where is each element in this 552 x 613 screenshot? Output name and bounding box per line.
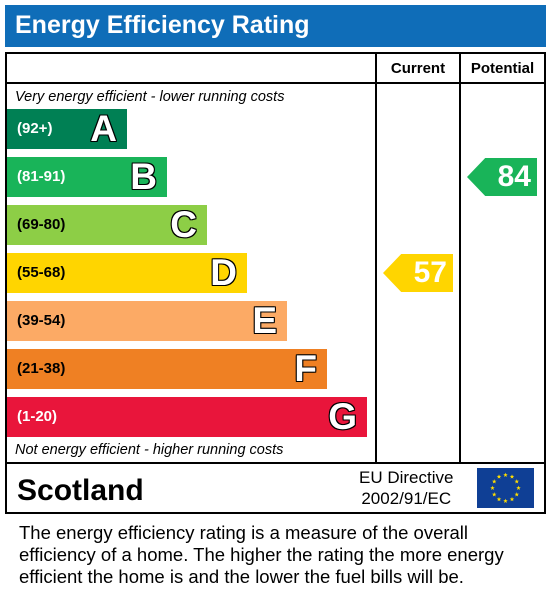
footer-divider xyxy=(7,462,544,464)
flag-star-icon xyxy=(491,492,497,497)
rating-table: Current Potential Very energy efficient … xyxy=(5,52,546,514)
band-letter: B xyxy=(130,156,157,197)
header-divider xyxy=(7,82,544,84)
flag-star-icon xyxy=(516,485,521,490)
flag-star-icon xyxy=(491,479,497,484)
flag-star-icon xyxy=(496,496,502,502)
directive-line-1: EU Directive xyxy=(359,468,454,487)
band-b: (81-91) B xyxy=(7,157,167,197)
bottom-caption: Not energy efficient - higher running co… xyxy=(15,442,284,458)
band-g: (1-20) G xyxy=(7,397,367,437)
potential-column-divider xyxy=(459,54,461,462)
band-range-label: (81-91) xyxy=(17,168,66,185)
flag-star-icon xyxy=(503,498,508,503)
band-e: (39-54) E xyxy=(7,301,287,341)
region-label: Scotland xyxy=(17,474,144,507)
flag-star-icon xyxy=(490,485,495,490)
band-letter: F xyxy=(294,348,317,389)
band-letter: C xyxy=(170,204,197,245)
eu-flag-icon xyxy=(477,468,534,508)
band-c: (69-80) C xyxy=(7,205,207,245)
band-f: (21-38) F xyxy=(7,349,327,389)
potential-column-header: Potential xyxy=(470,60,535,77)
directive-line-2: 2002/91/EC xyxy=(361,489,452,508)
band-letter: D xyxy=(210,252,237,293)
flag-star-icon xyxy=(514,492,520,497)
band-range-label: (21-38) xyxy=(17,360,66,377)
chart-title: Energy Efficiency Rating xyxy=(15,11,310,39)
band-range-label: (92+) xyxy=(17,120,53,137)
band-range-label: (69-80) xyxy=(17,216,66,233)
footer-line-2: efficiency of a home. The higher the rat… xyxy=(19,544,504,565)
flag-star-icon xyxy=(509,474,515,479)
band-letter: A xyxy=(90,108,117,149)
potential-rating-arrow: 84 xyxy=(467,158,537,196)
band-range-label: (55-68) xyxy=(17,264,66,281)
potential-rating-value: 84 xyxy=(497,160,531,193)
current-rating-arrow: 57 xyxy=(383,254,453,292)
flag-star-icon xyxy=(514,479,520,484)
flag-star-icon xyxy=(509,496,515,502)
top-caption: Very energy efficient - lower running co… xyxy=(15,89,285,105)
band-letter: G xyxy=(328,396,357,437)
current-column-divider xyxy=(375,54,377,462)
band-range-label: (39-54) xyxy=(17,312,66,329)
footer-line-1: The energy efficiency rating is a measur… xyxy=(19,522,469,543)
title-bar: Energy Efficiency Rating xyxy=(5,5,546,47)
current-rating-value: 57 xyxy=(413,256,447,289)
footer-text: The energy efficiency rating is a measur… xyxy=(19,522,539,588)
current-column-header: Current xyxy=(390,60,446,77)
flag-star-icon xyxy=(503,472,508,477)
band-range-label: (1-20) xyxy=(17,408,58,425)
flag-star-icon xyxy=(496,474,502,479)
footer-line-3: efficient the home is and the lower the … xyxy=(19,566,464,587)
eu-directive: EU Directive 2002/91/EC xyxy=(359,467,453,509)
band-d: (55-68) D xyxy=(7,253,247,293)
band-letter: E xyxy=(252,300,277,341)
band-a: (92+) A xyxy=(7,109,127,149)
